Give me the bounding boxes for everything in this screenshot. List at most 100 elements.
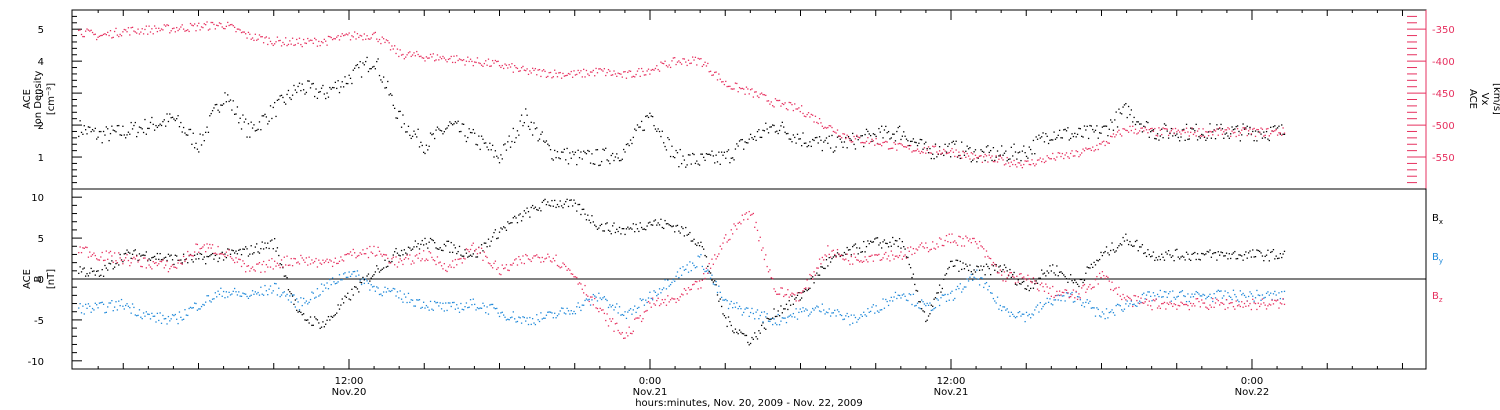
by-point (890, 296, 892, 299)
bx-point (380, 269, 382, 272)
by-point (1265, 292, 1268, 295)
density-point (1245, 127, 1247, 129)
bx-point (912, 273, 915, 275)
vx-point (1086, 148, 1088, 150)
bz-point (774, 290, 777, 293)
bx-point (570, 199, 572, 201)
vx-point (560, 77, 563, 79)
vx-point (395, 52, 397, 55)
by-point (403, 293, 405, 295)
vx-point (203, 23, 205, 25)
vx-point (876, 143, 879, 145)
by-point (416, 299, 418, 301)
vx-point (795, 108, 797, 110)
bz-point (657, 297, 659, 299)
bz-point (462, 257, 465, 259)
density-point (80, 131, 83, 134)
vx-point (365, 38, 367, 40)
bx-point (123, 253, 125, 255)
bz-point (1158, 305, 1160, 307)
bx-point (611, 225, 614, 227)
vx-point (134, 31, 136, 33)
vx-point (1003, 164, 1006, 166)
by-point (794, 316, 796, 318)
vx-point (807, 112, 810, 114)
density-point (802, 132, 804, 134)
bz-point (567, 268, 570, 270)
bx-point (1017, 279, 1019, 281)
vx-point (294, 44, 296, 46)
by-point (344, 272, 346, 274)
bz-point (356, 255, 359, 257)
vx-point (983, 156, 985, 158)
bx-point (1212, 253, 1214, 255)
by-point (697, 255, 699, 257)
bz-point (591, 296, 593, 298)
bz-point (932, 241, 934, 243)
bx-point (388, 260, 390, 263)
bx-point (1220, 251, 1222, 253)
density-point (1194, 130, 1196, 132)
bz-point (104, 259, 106, 261)
density-point (229, 99, 232, 101)
vx-point (1247, 130, 1250, 132)
bz-point (469, 248, 472, 251)
vx-point (216, 24, 218, 26)
vx-point (614, 73, 617, 75)
by-point (1278, 292, 1280, 294)
by-point (342, 273, 345, 275)
density-point (438, 128, 440, 130)
bz-point (337, 262, 339, 265)
vx-point (628, 70, 630, 72)
by-point (1230, 296, 1232, 299)
density-point (863, 145, 865, 148)
vx-point (737, 91, 739, 93)
bz-point (752, 212, 755, 215)
by-point (711, 274, 713, 276)
vx-point (439, 56, 441, 58)
by-point (214, 292, 216, 294)
density-point (1212, 131, 1214, 133)
density-point (304, 93, 306, 95)
vx-point (1217, 134, 1219, 136)
vx-point (1256, 128, 1258, 131)
by-point (318, 295, 320, 297)
bz-point (200, 247, 203, 249)
bz-point (109, 250, 112, 253)
bz-point (858, 261, 861, 263)
bx-point (109, 263, 112, 265)
bz-point (126, 254, 128, 256)
by-point (538, 320, 541, 323)
density-point (918, 142, 920, 144)
density-point (359, 61, 361, 63)
density-point (112, 129, 114, 131)
bz-point (1246, 300, 1248, 302)
bz-point (937, 246, 939, 248)
vx-point (606, 71, 608, 74)
density-point (1060, 137, 1062, 139)
by-point (1187, 293, 1189, 295)
density-point (865, 128, 868, 131)
bz-point (319, 262, 321, 264)
bz-point (973, 237, 975, 240)
bx-point (998, 266, 1000, 268)
by-point (1224, 290, 1226, 292)
density-point (496, 155, 498, 157)
b-tick-label: 10 (31, 193, 44, 204)
by-point (766, 313, 768, 315)
bx-point (1039, 277, 1041, 279)
density-point (395, 117, 397, 119)
vx-point (411, 54, 414, 56)
bz-point (525, 253, 527, 256)
density-point (794, 136, 796, 139)
bx-point (515, 217, 517, 219)
density-point (1057, 134, 1059, 137)
density-point (883, 129, 886, 131)
vx-point (523, 69, 525, 71)
by-point (384, 286, 386, 288)
density-point (925, 141, 927, 143)
vx-point (740, 87, 742, 90)
by-point (765, 316, 767, 318)
bx-point (636, 228, 639, 230)
bx-point (195, 258, 197, 260)
